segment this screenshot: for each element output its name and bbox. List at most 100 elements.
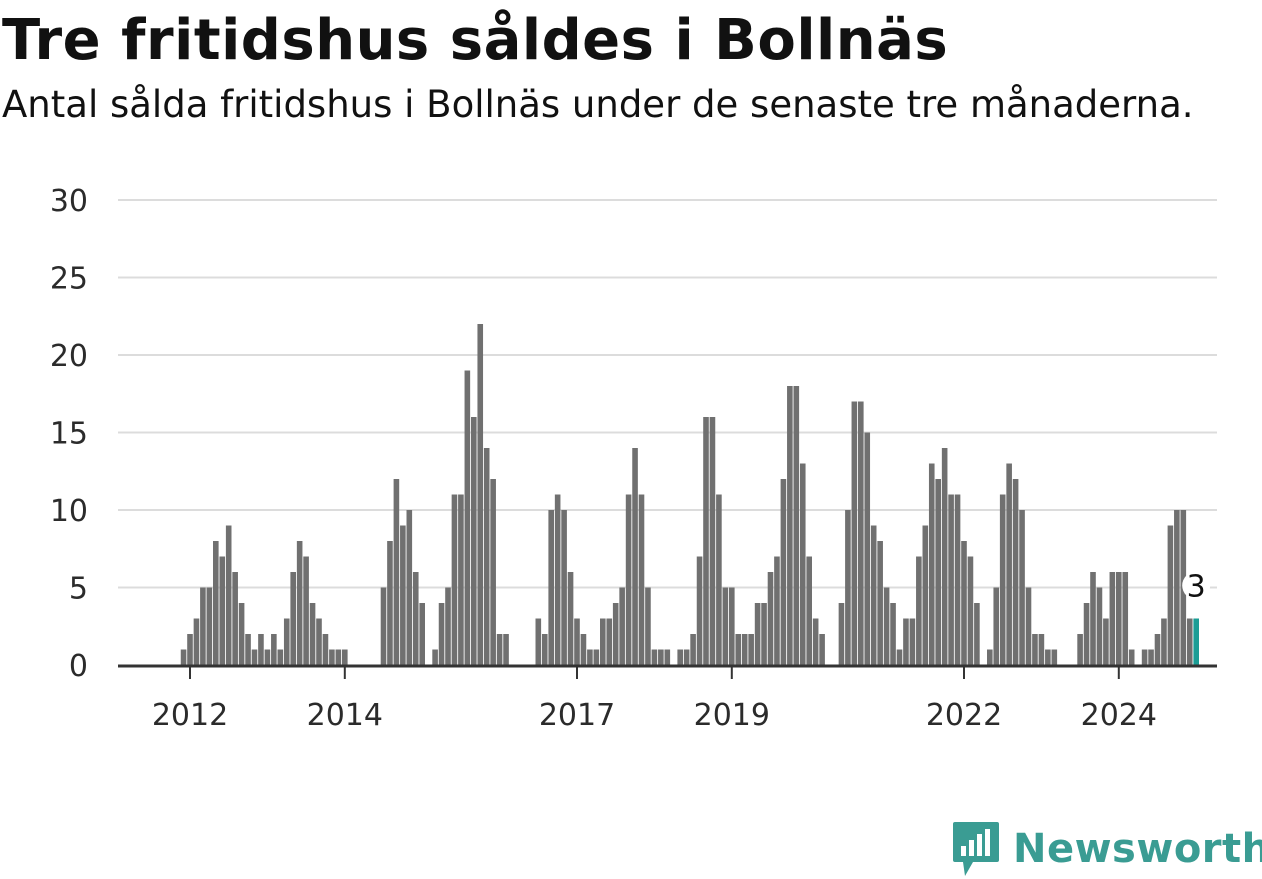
bar xyxy=(580,634,587,665)
highlight-label-bg xyxy=(1182,571,1211,600)
bar xyxy=(690,634,696,665)
bar xyxy=(290,572,296,665)
bar xyxy=(587,649,593,665)
bar xyxy=(748,634,754,665)
chart-title: Tre fritidshus såldes i Bollnäs xyxy=(2,8,949,73)
bar xyxy=(780,479,787,665)
bar xyxy=(909,618,916,665)
bar xyxy=(303,556,309,665)
bar xyxy=(664,649,671,665)
bar xyxy=(387,541,393,665)
bar xyxy=(309,603,316,665)
bar xyxy=(483,448,490,665)
bar xyxy=(922,525,929,665)
bar xyxy=(877,541,883,665)
bar xyxy=(651,649,658,665)
bar xyxy=(948,494,954,665)
bar xyxy=(799,463,806,665)
bar xyxy=(200,587,206,665)
bar xyxy=(561,510,567,665)
bar xyxy=(903,618,909,665)
bar xyxy=(941,448,948,665)
y-tick-label: 0 xyxy=(69,649,88,684)
bar xyxy=(1083,603,1090,665)
bar xyxy=(883,587,890,665)
bar xyxy=(625,494,632,665)
bar xyxy=(451,494,458,665)
bar xyxy=(432,649,438,665)
bar xyxy=(1103,618,1109,665)
newsworthy-logo: Newsworthy xyxy=(951,820,1262,878)
bar xyxy=(961,541,967,665)
highlight-value-label: 3 xyxy=(1187,570,1206,605)
bar xyxy=(716,494,722,665)
bar xyxy=(225,525,232,665)
bar xyxy=(1128,649,1135,665)
bar xyxy=(709,417,716,665)
bar xyxy=(1012,479,1019,665)
bar xyxy=(245,634,251,665)
bar xyxy=(754,603,761,665)
bar xyxy=(870,525,877,665)
bar xyxy=(806,556,812,665)
bar xyxy=(619,587,625,665)
bar xyxy=(329,649,335,665)
chart-subtitle: Antal sålda fritidshus i Bollnäs under d… xyxy=(2,83,1194,126)
bar xyxy=(567,572,574,665)
bar xyxy=(335,649,342,665)
bar xyxy=(554,494,561,665)
bar xyxy=(890,603,896,665)
bar xyxy=(419,603,425,665)
bar xyxy=(787,386,793,665)
bar xyxy=(1090,572,1096,665)
bar xyxy=(1019,510,1025,665)
bar xyxy=(574,618,580,665)
bar xyxy=(1051,649,1058,665)
bar xyxy=(974,603,980,665)
bar xyxy=(858,401,864,665)
bar xyxy=(380,587,387,665)
bar xyxy=(993,587,1000,665)
bar xyxy=(238,603,245,665)
bar xyxy=(296,541,303,665)
bar xyxy=(851,401,858,665)
bar xyxy=(393,479,400,665)
bar xyxy=(213,541,219,665)
bar xyxy=(845,510,851,665)
bar xyxy=(219,556,226,665)
bar xyxy=(677,649,683,665)
bar xyxy=(1174,510,1180,665)
y-tick-label: 30 xyxy=(50,184,88,219)
bar xyxy=(935,479,941,665)
bar xyxy=(535,618,542,665)
bar xyxy=(729,587,735,665)
y-tick-label: 20 xyxy=(50,339,88,374)
x-tick-label: 2014 xyxy=(307,698,383,733)
bar xyxy=(735,634,742,665)
bar xyxy=(1116,572,1122,665)
bar xyxy=(1096,587,1103,665)
bar xyxy=(412,572,419,665)
bar xyxy=(593,649,600,665)
bar xyxy=(741,634,748,665)
bar xyxy=(1006,463,1012,665)
bar xyxy=(928,463,935,665)
bar xyxy=(1161,618,1167,665)
bar xyxy=(503,634,509,665)
bar xyxy=(1045,649,1051,665)
bar xyxy=(232,572,238,665)
bar xyxy=(774,556,780,665)
bar xyxy=(761,603,767,665)
bar xyxy=(464,370,471,665)
x-tick-label: 2022 xyxy=(926,698,1002,733)
bar xyxy=(703,417,709,665)
x-tick-label: 2017 xyxy=(539,698,615,733)
bar xyxy=(722,587,729,665)
bar xyxy=(838,603,845,665)
bar xyxy=(541,634,548,665)
bar xyxy=(793,386,800,665)
bar xyxy=(400,525,406,665)
bar xyxy=(548,510,554,665)
y-tick-label: 15 xyxy=(50,417,88,452)
bar xyxy=(258,634,264,665)
